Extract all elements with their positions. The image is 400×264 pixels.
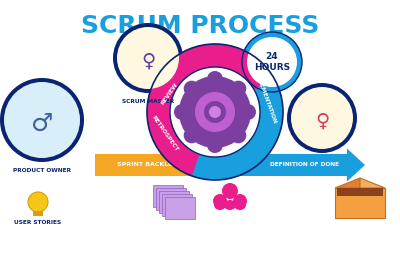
Text: REVIEW: REVIEW bbox=[161, 82, 179, 106]
Bar bbox=[165, 197, 195, 219]
Circle shape bbox=[147, 44, 283, 180]
Text: SCRUM MASTER: SCRUM MASTER bbox=[122, 99, 174, 104]
Bar bbox=[162, 194, 192, 216]
Circle shape bbox=[291, 87, 353, 149]
Text: DEFINITION OF DONE: DEFINITION OF DONE bbox=[270, 163, 340, 167]
Text: RETROSPECT: RETROSPECT bbox=[151, 115, 179, 153]
Ellipse shape bbox=[214, 200, 226, 210]
Text: 2-4 WEEKS: 2-4 WEEKS bbox=[194, 137, 236, 143]
Bar bbox=[337, 188, 383, 196]
Circle shape bbox=[204, 101, 226, 123]
FancyArrow shape bbox=[95, 148, 365, 182]
Circle shape bbox=[184, 127, 200, 143]
Text: PLANNING: PLANNING bbox=[214, 163, 251, 167]
Text: IMPLEMENTATION: IMPLEMENTATION bbox=[253, 69, 277, 125]
Circle shape bbox=[222, 183, 238, 199]
Circle shape bbox=[184, 81, 200, 97]
Polygon shape bbox=[335, 178, 360, 188]
Circle shape bbox=[287, 83, 357, 153]
Bar bbox=[153, 185, 183, 207]
Text: SCRUM PROCESS: SCRUM PROCESS bbox=[81, 14, 319, 38]
Ellipse shape bbox=[224, 200, 236, 210]
Bar bbox=[95, 154, 200, 176]
Text: ♀: ♀ bbox=[315, 111, 329, 130]
Circle shape bbox=[213, 194, 227, 208]
Text: ♂: ♂ bbox=[31, 112, 53, 136]
Circle shape bbox=[242, 32, 302, 92]
Circle shape bbox=[240, 104, 256, 120]
Circle shape bbox=[209, 106, 221, 118]
Circle shape bbox=[4, 82, 80, 158]
Bar bbox=[33, 211, 43, 216]
Circle shape bbox=[113, 23, 183, 93]
Bar bbox=[156, 188, 186, 210]
Wedge shape bbox=[147, 44, 274, 176]
Bar bbox=[159, 191, 189, 213]
Text: 24
HOURS: 24 HOURS bbox=[254, 52, 290, 72]
Circle shape bbox=[195, 92, 235, 132]
Circle shape bbox=[174, 104, 190, 120]
Circle shape bbox=[170, 67, 260, 157]
Text: USER STORIES: USER STORIES bbox=[14, 220, 62, 225]
Circle shape bbox=[0, 78, 84, 162]
Circle shape bbox=[117, 27, 179, 89]
Circle shape bbox=[179, 76, 251, 148]
Text: SPRINT BACKLOG: SPRINT BACKLOG bbox=[117, 163, 178, 167]
Text: PRODUCT OWNER: PRODUCT OWNER bbox=[13, 168, 71, 173]
Circle shape bbox=[207, 137, 223, 153]
Bar bbox=[335, 188, 385, 218]
Circle shape bbox=[233, 194, 247, 208]
Ellipse shape bbox=[234, 200, 246, 210]
Circle shape bbox=[207, 71, 223, 87]
Circle shape bbox=[230, 127, 246, 143]
Circle shape bbox=[230, 81, 246, 97]
Text: ♀: ♀ bbox=[141, 51, 155, 70]
Polygon shape bbox=[360, 178, 385, 188]
Circle shape bbox=[28, 192, 48, 212]
Circle shape bbox=[247, 37, 297, 87]
